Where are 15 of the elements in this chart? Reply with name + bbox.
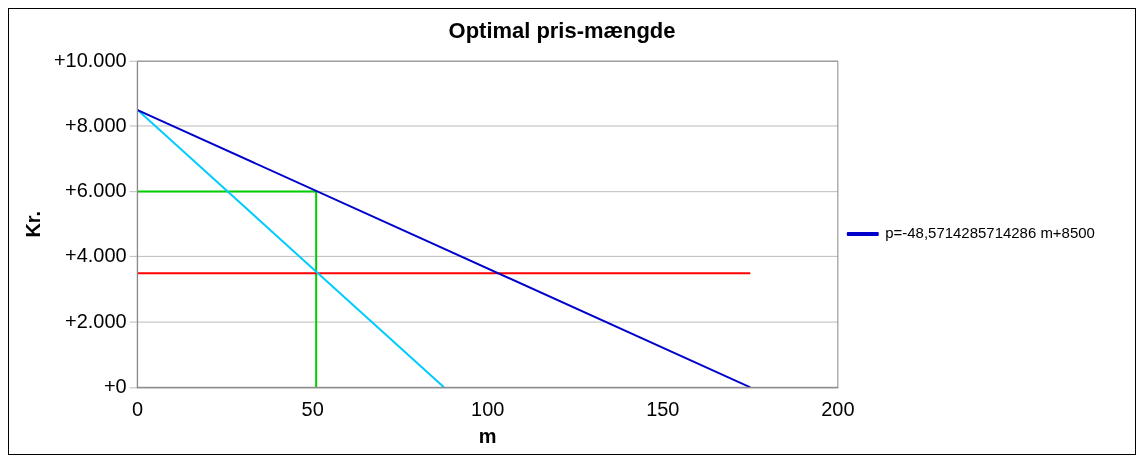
- y-tick-label: +2.000: [65, 309, 127, 332]
- x-tick-label: 0: [132, 397, 144, 420]
- y-tick-label: +8.000: [65, 113, 127, 136]
- legend-label: p=-48,5714285714286 m+8500: [885, 224, 1095, 242]
- x-tick-label: 50: [301, 397, 324, 420]
- x-tick-label: 200: [821, 397, 855, 420]
- y-tick-label: +6.000: [65, 179, 127, 202]
- y-axis-title: Kr.: [22, 210, 45, 238]
- chart-title: Optimal pris-mængde: [448, 18, 676, 44]
- y-tick-label: +0: [103, 374, 127, 397]
- x-axis-title: m: [478, 424, 497, 447]
- x-tick-label: 100: [471, 397, 505, 420]
- y-tick-label: +4.000: [65, 244, 127, 267]
- y-tick-label: +10.000: [53, 48, 127, 71]
- x-tick-label: 150: [646, 397, 680, 420]
